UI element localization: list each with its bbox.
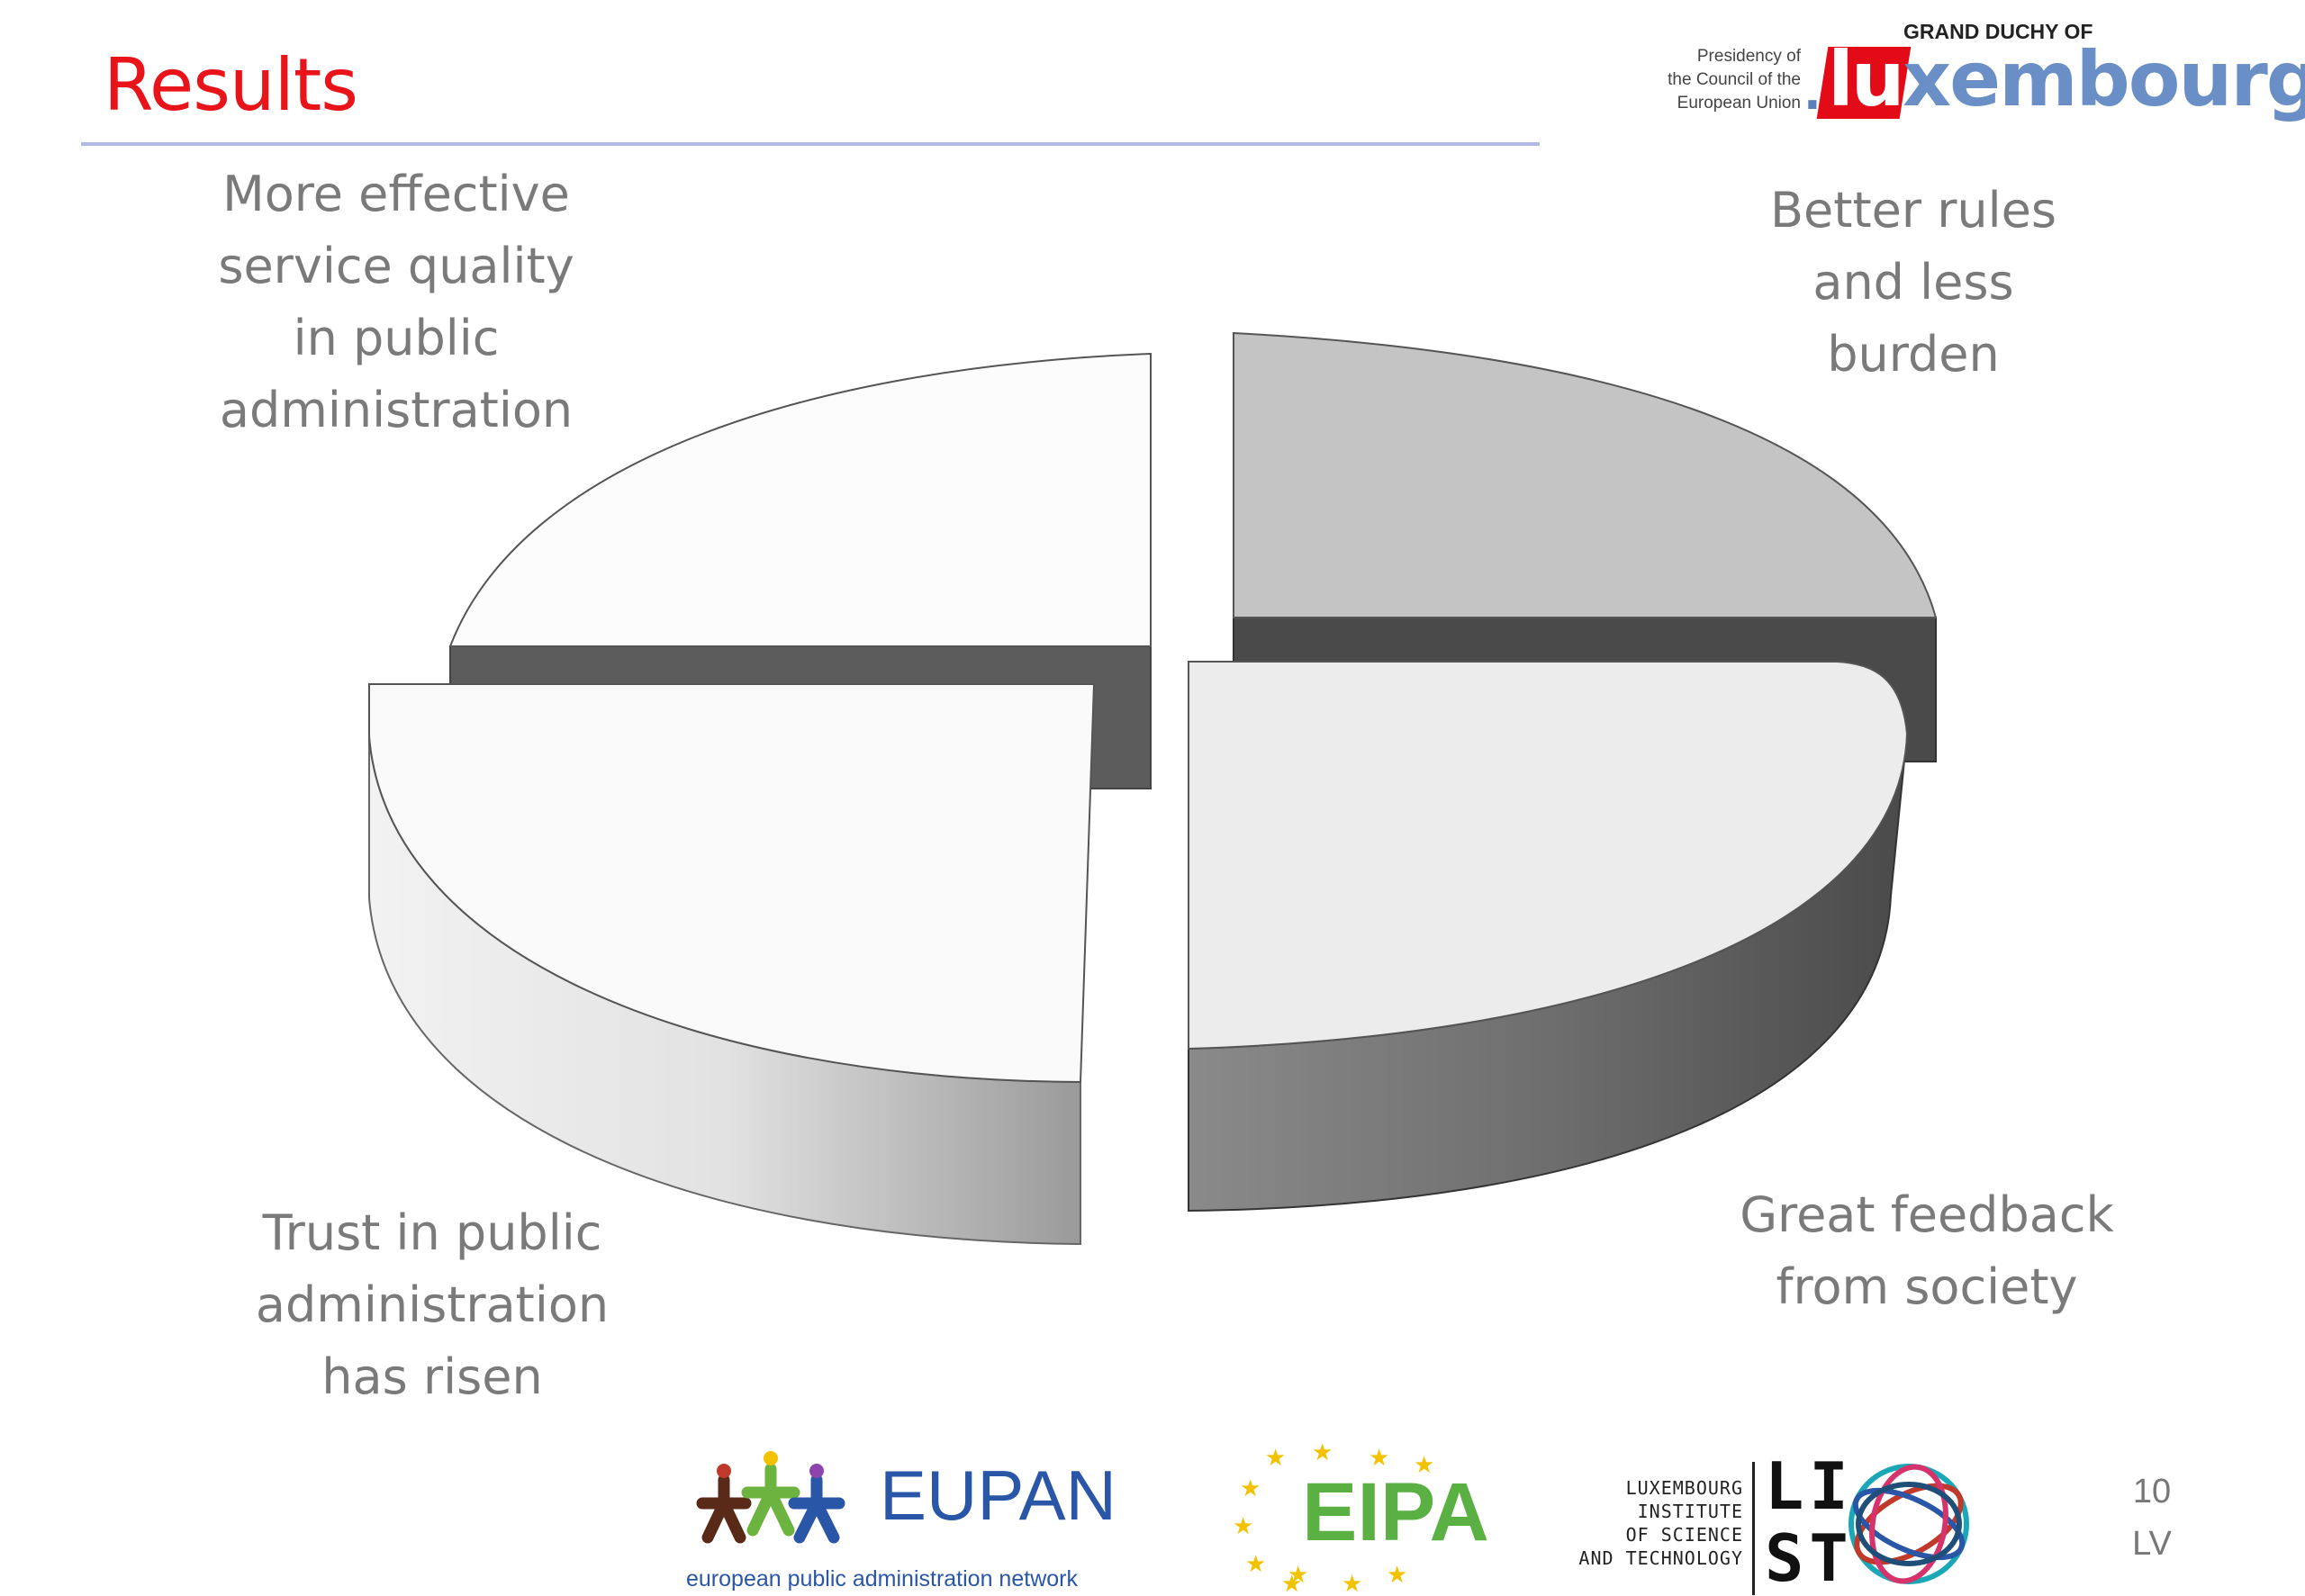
list-li-text: LI: [1765, 1448, 1854, 1524]
pie-slice-top: [1233, 331, 1938, 618]
pie-slice: [1188, 661, 1909, 1213]
eu-stars-icon: ★ ★ ★ ★ ★ ★: [1233, 1440, 1333, 1593]
svg-text:★: ★: [1369, 1445, 1389, 1472]
eupan-people-icon: [696, 1451, 845, 1544]
svg-text:★: ★: [1387, 1562, 1407, 1589]
eupan-subtitle: european public administration network: [686, 1566, 1078, 1591]
logo-xembourg-text: xembourg: [1903, 35, 2305, 123]
eipa-wordmark: EIPA: [1302, 1466, 1489, 1558]
slice-label-trust: Trust in public administration has risen: [255, 1204, 610, 1405]
logo-dot: .: [1803, 67, 1821, 121]
svg-text:★: ★: [1233, 1513, 1253, 1540]
eupan-wordmark: EUPAN: [880, 1456, 1116, 1535]
list-institute-text: LUXEMBOURG INSTITUTE OF SCIENCE AND TECH…: [1578, 1477, 1743, 1569]
presidency-text: Presidency of the Council of the Europea…: [1668, 47, 1801, 113]
page-number: 10: [2132, 1473, 2172, 1510]
svg-text:★: ★: [1265, 1445, 1286, 1472]
svg-text:★: ★: [1342, 1571, 1362, 1595]
pie-slice-top: [1188, 661, 1909, 1050]
title-underline: [81, 142, 1540, 146]
svg-text:★: ★: [1281, 1571, 1302, 1593]
list-divider: [1752, 1462, 1755, 1595]
slide-title: Results: [104, 43, 358, 127]
svg-text:★: ★: [1312, 1440, 1333, 1466]
svg-text:★: ★: [1240, 1475, 1261, 1502]
svg-text:★: ★: [1414, 1452, 1434, 1479]
pie-slice: [368, 683, 1096, 1246]
eu-stars-top-icon: ★ ★: [1369, 1445, 1434, 1479]
grand-duchy-text: GRAND DUCHY OF: [1903, 20, 2093, 43]
svg-text:★: ★: [1288, 1562, 1308, 1589]
pie-slice-top: [368, 683, 1096, 1084]
slice-label-service-quality: More effective service quality in public…: [218, 166, 574, 438]
list-globe-icon: [1849, 1464, 1969, 1584]
pie-slice-top: [448, 352, 1152, 647]
list-st-text: ST: [1765, 1520, 1854, 1596]
svg-text:★: ★: [1245, 1551, 1266, 1578]
logo-lu-text: lu: [1828, 35, 1905, 123]
country-code: LV: [2132, 1525, 2172, 1563]
slice-label-feedback: Great feedback from society: [1740, 1186, 2114, 1315]
slice-label-better-rules: Better rules and less burden: [1770, 182, 2056, 383]
eu-stars-bottom-icon: ★ ★ ★: [1288, 1562, 1407, 1595]
